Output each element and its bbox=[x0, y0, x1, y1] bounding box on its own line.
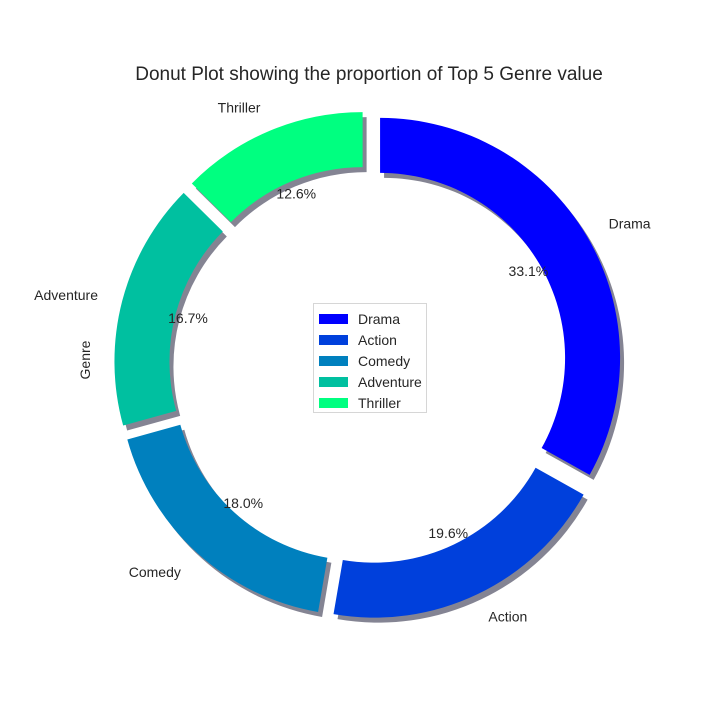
legend-swatch bbox=[319, 334, 348, 345]
wedge-action bbox=[333, 467, 584, 618]
legend-label: Comedy bbox=[358, 352, 411, 369]
legend-item-thriller: Thriller bbox=[319, 392, 426, 413]
legend-label: Adventure bbox=[358, 373, 422, 390]
legend: Drama Action Comedy Adventure Thriller bbox=[313, 303, 427, 413]
slice-label-action: Action bbox=[488, 609, 527, 625]
legend-label: Thriller bbox=[358, 394, 401, 411]
legend-item-drama: Drama bbox=[319, 308, 426, 329]
slice-percent-action: 19.6% bbox=[428, 525, 468, 541]
wedge-adventure bbox=[114, 192, 223, 426]
slice-percent-drama: 33.1% bbox=[509, 263, 549, 279]
slice-label-comedy: Comedy bbox=[129, 564, 181, 580]
legend-item-comedy: Comedy bbox=[319, 350, 426, 371]
legend-label: Drama bbox=[358, 310, 401, 327]
wedge-thriller bbox=[191, 112, 363, 223]
legend-swatch bbox=[319, 376, 348, 387]
chart-title: Donut Plot showing the proportion of Top… bbox=[135, 64, 603, 85]
wedge-drama bbox=[380, 117, 621, 475]
legend-item-action: Action bbox=[319, 329, 426, 350]
wedge-comedy bbox=[127, 424, 328, 612]
legend-swatch bbox=[319, 397, 348, 408]
slice-label-adventure: Adventure bbox=[34, 287, 98, 303]
legend-item-adventure: Adventure bbox=[319, 371, 426, 392]
legend-swatch bbox=[319, 313, 348, 324]
legend-swatch bbox=[319, 355, 348, 366]
y-axis-label: Genre bbox=[77, 340, 93, 379]
slice-label-drama: Drama bbox=[609, 216, 651, 232]
slice-label-thriller: Thriller bbox=[218, 100, 261, 116]
slice-percent-comedy: 18.0% bbox=[223, 495, 263, 511]
slice-percent-adventure: 16.7% bbox=[168, 310, 208, 326]
legend-label: Action bbox=[358, 331, 397, 348]
slice-percent-thriller: 12.6% bbox=[276, 185, 316, 201]
